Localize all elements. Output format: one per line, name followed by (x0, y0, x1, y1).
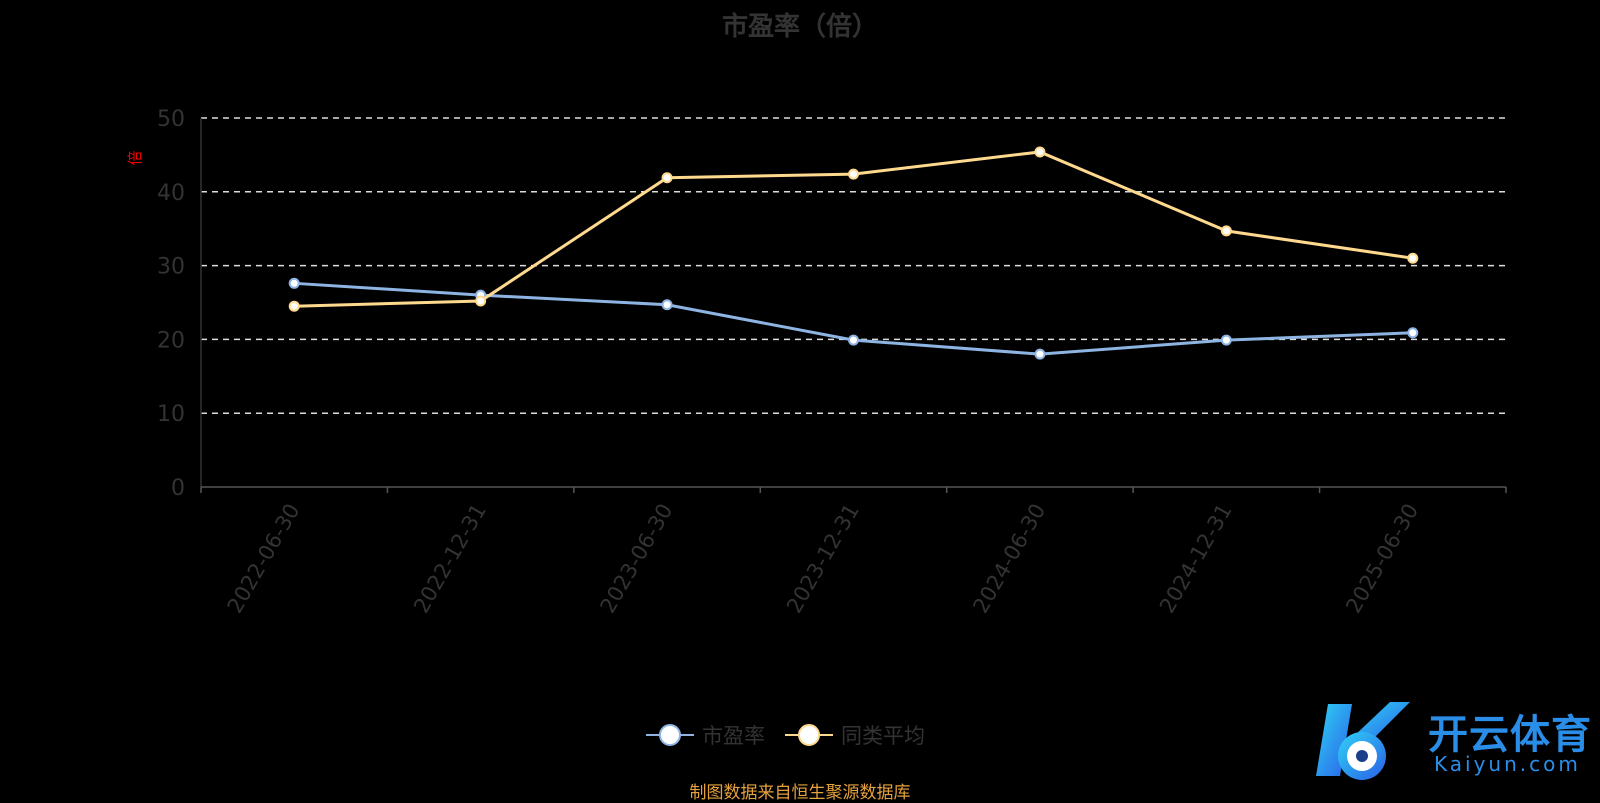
data-point-0 (1220, 334, 1232, 346)
data-point-1 (1220, 225, 1232, 237)
legend: 市盈率 同类平均 (646, 720, 945, 750)
data-point-1 (288, 300, 300, 312)
y-axis-label: 倍 (126, 150, 144, 165)
data-point-1 (475, 295, 487, 307)
logo-text: 开云体育 (1428, 712, 1592, 758)
legend-marker-peer-avg (785, 724, 833, 746)
y-tick-label: 0 (171, 476, 185, 501)
chart-title: 市盈率（倍） (721, 12, 878, 42)
x-tick-label: 2025-06-30 (1341, 500, 1423, 618)
legend-item-peer-avg[interactable]: 同类平均 (785, 720, 925, 750)
data-point-0 (1407, 327, 1419, 339)
y-tick-label: 20 (157, 328, 185, 353)
x-tick-label: 2022-12-31 (409, 499, 491, 617)
legend-item-pe[interactable]: 市盈率 (646, 720, 765, 750)
legend-label-peer-avg: 同类平均 (841, 724, 925, 748)
y-tick-label: 50 (157, 107, 185, 132)
x-tick-label: 2024-12-31 (1155, 500, 1237, 618)
legend-marker-pe (646, 724, 694, 746)
data-point-0 (1034, 348, 1046, 360)
x-tick-label: 2024-06-30 (968, 500, 1050, 618)
x-tick-label: 2023-12-31 (782, 500, 864, 618)
data-point-0 (661, 299, 673, 311)
y-tick-label: 30 (157, 255, 185, 280)
kaiyun-logo: 开云体育 Kaiyun.com (1310, 696, 1600, 786)
data-point-1 (661, 172, 673, 184)
source-note: 制图数据来自恒生聚源数据库 (689, 783, 911, 803)
data-point-1 (848, 168, 859, 180)
data-point-0 (848, 334, 859, 346)
legend-label-pe: 市盈率 (702, 724, 765, 748)
logo-subtext: Kaiyun.com (1434, 752, 1581, 776)
x-tick-label: 2023-06-30 (596, 500, 678, 618)
logo-k-icon (1316, 702, 1410, 780)
data-point-1 (1034, 146, 1046, 158)
data-point-0 (288, 277, 300, 289)
data-point-1 (1407, 252, 1419, 264)
y-tick-label: 10 (157, 402, 185, 427)
x-tick-label: 2022-06-30 (223, 500, 305, 618)
line-chart: 0 10 20 30 40 50 2022-06-30 2022-12-31 2023-06-3… (126, 107, 1507, 618)
y-tick-label: 40 (157, 181, 185, 206)
